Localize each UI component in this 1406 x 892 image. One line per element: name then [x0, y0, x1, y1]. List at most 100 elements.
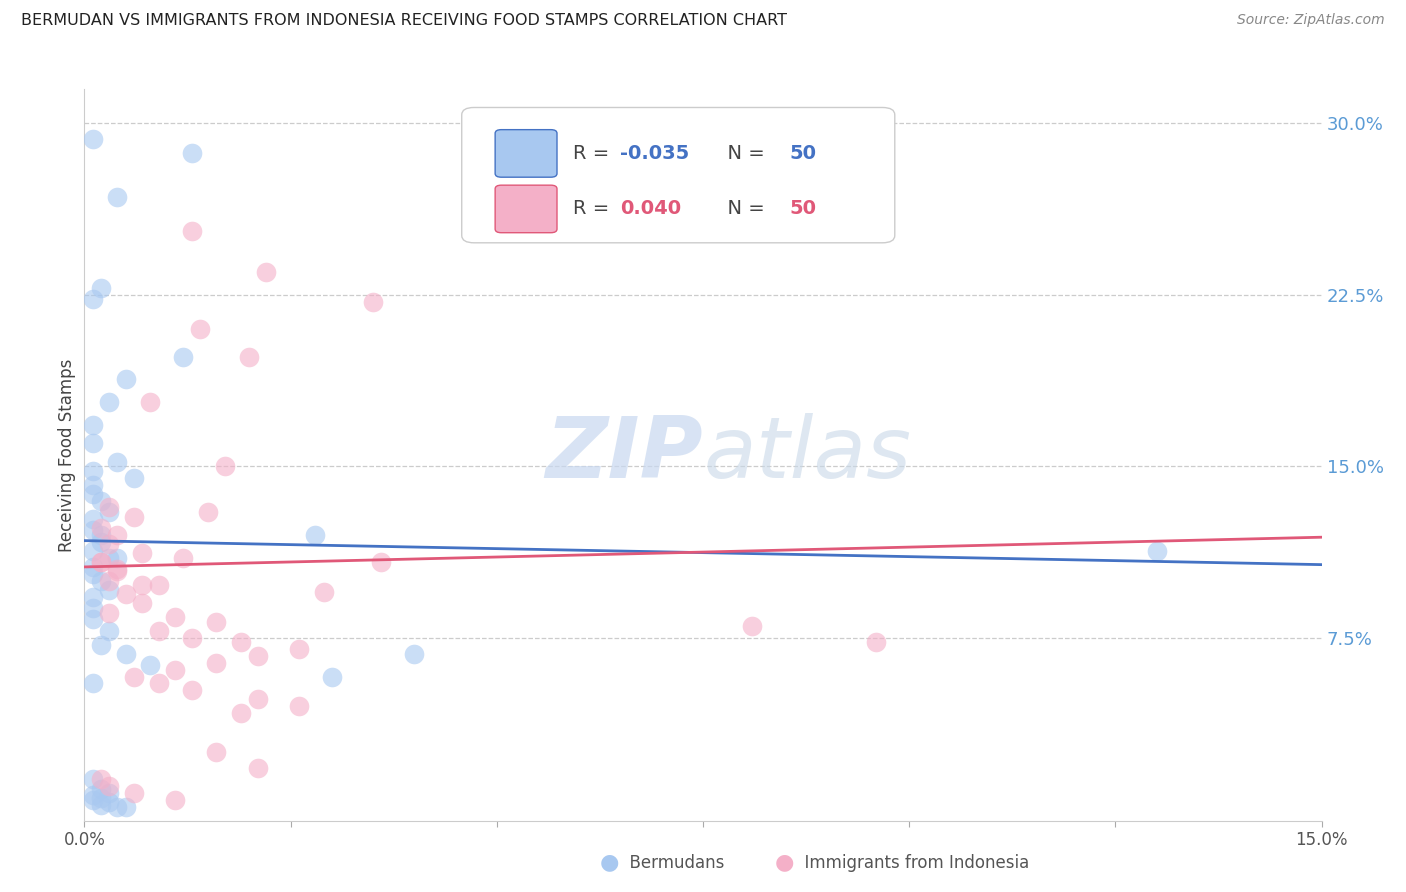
- Point: [148, 624, 170, 638]
- Point: [82, 524, 104, 538]
- Point: [165, 610, 187, 624]
- Point: [90, 772, 112, 787]
- FancyBboxPatch shape: [461, 108, 894, 243]
- Text: ●: ●: [775, 853, 794, 872]
- Point: [229, 706, 252, 721]
- Point: [1146, 544, 1168, 558]
- Point: [188, 322, 211, 336]
- Point: [98, 395, 121, 409]
- Point: [98, 500, 121, 515]
- Point: [98, 796, 121, 810]
- Point: [131, 597, 153, 611]
- Point: [90, 781, 112, 796]
- Point: [122, 786, 145, 800]
- Point: [90, 790, 112, 805]
- Point: [90, 574, 112, 588]
- Point: [139, 658, 162, 673]
- Point: [98, 574, 121, 588]
- Point: [122, 670, 145, 684]
- Text: 50: 50: [790, 144, 817, 163]
- Point: [139, 395, 162, 409]
- Point: [90, 797, 112, 812]
- Point: [122, 471, 145, 485]
- Point: [90, 528, 112, 542]
- Point: [148, 676, 170, 690]
- Point: [288, 642, 311, 657]
- Point: [82, 789, 104, 803]
- Point: [98, 550, 121, 565]
- Point: [114, 372, 136, 386]
- Point: [172, 350, 194, 364]
- Point: [90, 521, 112, 535]
- Point: [98, 582, 121, 597]
- Text: N =: N =: [716, 200, 772, 219]
- Point: [122, 509, 145, 524]
- Point: [361, 294, 384, 309]
- Text: BERMUDAN VS IMMIGRANTS FROM INDONESIA RECEIVING FOOD STAMPS CORRELATION CHART: BERMUDAN VS IMMIGRANTS FROM INDONESIA RE…: [21, 13, 787, 29]
- Point: [82, 512, 104, 526]
- Y-axis label: Receiving Food Stamps: Receiving Food Stamps: [58, 359, 76, 551]
- Point: [105, 562, 128, 576]
- Point: [254, 265, 277, 279]
- Point: [82, 418, 104, 433]
- Point: [214, 459, 236, 474]
- Point: [82, 487, 104, 501]
- Text: 50: 50: [790, 200, 817, 219]
- Point: [105, 189, 128, 203]
- Point: [82, 793, 104, 807]
- Point: [105, 800, 128, 814]
- Point: [105, 455, 128, 469]
- Point: [105, 565, 128, 579]
- Point: [82, 601, 104, 615]
- Point: [82, 560, 104, 574]
- Point: [82, 772, 104, 787]
- Text: ●: ●: [599, 853, 619, 872]
- Point: [114, 800, 136, 814]
- Point: [321, 670, 343, 684]
- Point: [197, 505, 219, 519]
- Point: [246, 692, 269, 706]
- Point: [98, 606, 121, 620]
- Point: [288, 699, 311, 714]
- Point: [180, 146, 202, 161]
- Point: [741, 619, 763, 633]
- Point: [165, 663, 187, 677]
- Point: [238, 350, 260, 364]
- Point: [205, 615, 228, 629]
- Point: [82, 544, 104, 558]
- Point: [98, 537, 121, 551]
- Point: [90, 555, 112, 569]
- Point: [131, 578, 153, 592]
- Point: [246, 761, 269, 775]
- Text: Source: ZipAtlas.com: Source: ZipAtlas.com: [1237, 13, 1385, 28]
- Point: [180, 683, 202, 698]
- Point: [865, 635, 887, 649]
- Point: [404, 647, 426, 661]
- Text: Immigrants from Indonesia: Immigrants from Indonesia: [794, 855, 1029, 872]
- Point: [105, 550, 128, 565]
- Point: [90, 555, 112, 569]
- Point: [114, 587, 136, 601]
- Point: [82, 566, 104, 581]
- Point: [90, 534, 112, 549]
- Point: [82, 676, 104, 690]
- Point: [82, 293, 104, 307]
- Point: [180, 631, 202, 645]
- Point: [105, 528, 128, 542]
- Point: [82, 477, 104, 491]
- Text: atlas: atlas: [703, 413, 911, 497]
- FancyBboxPatch shape: [495, 186, 557, 233]
- Point: [98, 786, 121, 800]
- Text: R =: R =: [574, 200, 616, 219]
- Point: [229, 635, 252, 649]
- Point: [82, 132, 104, 146]
- Point: [165, 793, 187, 807]
- Point: [90, 493, 112, 508]
- Point: [180, 224, 202, 238]
- Point: [205, 745, 228, 759]
- Point: [246, 649, 269, 664]
- Point: [82, 613, 104, 627]
- Point: [148, 578, 170, 592]
- Point: [172, 550, 194, 565]
- Text: R =: R =: [574, 144, 616, 163]
